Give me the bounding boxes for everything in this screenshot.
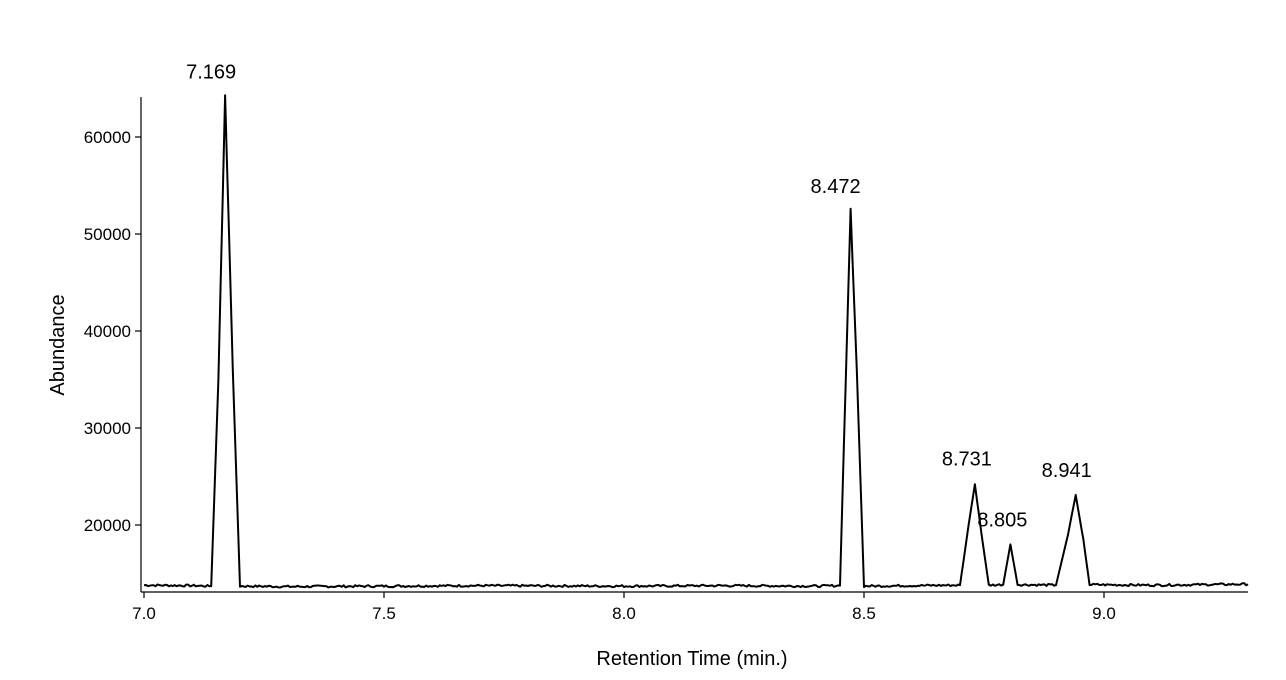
y-tick-label-4: 60000 (84, 128, 131, 147)
x-tick-label-2: 8.0 (612, 604, 636, 623)
x-axis: 7.0 7.5 8.0 8.5 9.0 (132, 591, 1248, 623)
x-axis-title: Retention Time (min.) (596, 648, 787, 670)
series-group (143, 94, 1249, 589)
peak-labels: 7.169 8.472 8.731 8.805 8.941 (186, 61, 1092, 531)
y-axis-title: Abundance (47, 294, 69, 395)
x-tick-label-0: 7.0 (132, 604, 156, 623)
series-line-0 (143, 94, 1249, 589)
peak-label-3: 8.805 (977, 509, 1027, 531)
y-tick-label-3: 50000 (84, 225, 131, 244)
y-tick-label-0: 20000 (84, 516, 131, 535)
peak-label-4: 8.941 (1042, 460, 1092, 482)
x-tick-label-4: 9.0 (1092, 604, 1116, 623)
x-tick-label-3: 8.5 (852, 604, 876, 623)
peak-label-1: 8.472 (811, 176, 861, 198)
peak-label-2: 8.731 (942, 448, 992, 470)
y-tick-label-1: 30000 (84, 419, 131, 438)
y-tick-label-2: 40000 (84, 322, 131, 341)
x-tick-label-1: 7.5 (372, 604, 396, 623)
y-axis: 20000 30000 40000 50000 60000 (84, 97, 142, 592)
peak-label-0: 7.169 (186, 61, 236, 83)
